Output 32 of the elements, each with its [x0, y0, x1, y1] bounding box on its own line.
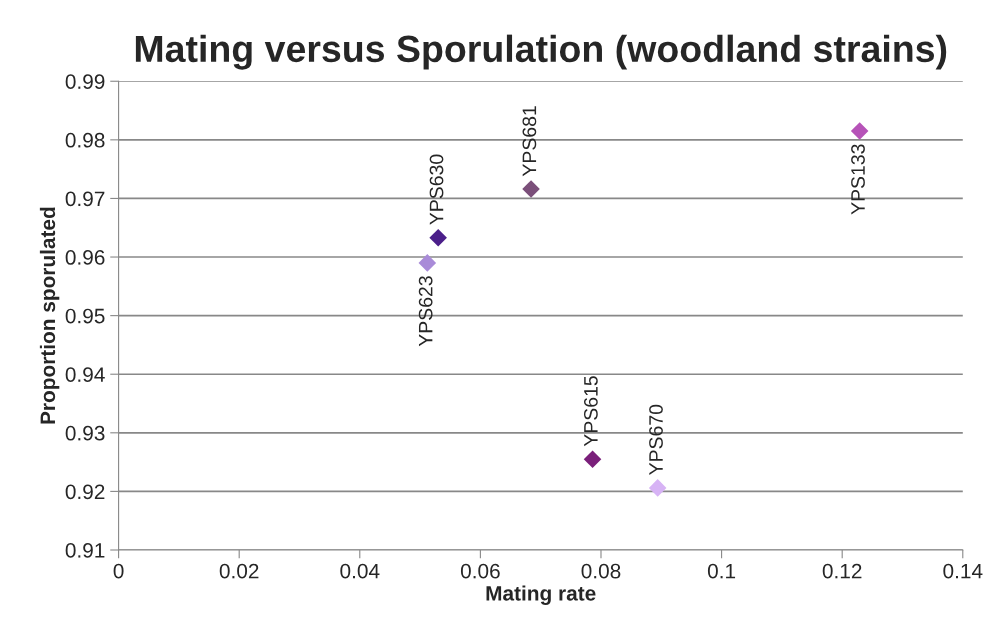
x-tick-label: 0.08 [581, 563, 621, 579]
x-tick-label: 0.1 [707, 563, 736, 579]
x-tick-label: 0.04 [340, 563, 380, 579]
annotation: YPS133 [851, 144, 865, 215]
y-tick-label: 0.99 [65, 74, 105, 89]
y-axis-title: Proportion sporulated [39, 207, 60, 424]
annotation: YPS623 [418, 276, 433, 347]
y-tick-label: 0.95 [65, 308, 105, 324]
point [648, 479, 667, 497]
y-tick-label: 0.94 [65, 367, 105, 382]
y-tick-label: 0.96 [65, 250, 105, 265]
x-tick-label: 0.02 [219, 563, 259, 579]
x-tick-label: 0.06 [460, 563, 500, 579]
point [583, 450, 602, 468]
y-tick-label: 0.93 [65, 425, 105, 441]
y-tick-label: 0.97 [65, 191, 105, 207]
x-axis-title: Mating rate [486, 585, 596, 605]
point [418, 254, 437, 272]
annotation: YPS681 [522, 106, 537, 177]
annotation: YPS615 [584, 376, 598, 447]
y-tick-label: 0.91 [65, 543, 105, 558]
y-tick-label: 0.98 [65, 132, 105, 148]
y-tick-label: 0.92 [65, 484, 105, 500]
x-tick-label: 0.14 [943, 563, 983, 579]
annotation: YPS630 [429, 154, 444, 225]
x-tick-label: 0 [113, 563, 124, 579]
point [522, 180, 540, 198]
chart-title: Mating versus Sporulation (woodland strains) [135, 34, 947, 70]
annotation: YPS670 [649, 404, 663, 475]
x-tick-label: 0.12 [822, 563, 862, 579]
point [429, 228, 447, 247]
point [850, 122, 869, 140]
